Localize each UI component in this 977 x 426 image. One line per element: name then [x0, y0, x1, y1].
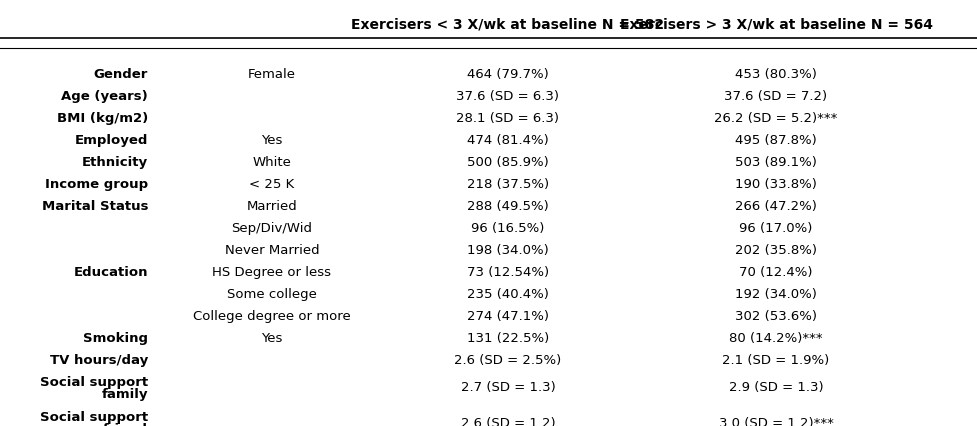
Text: family: family — [102, 388, 148, 401]
Text: 96 (16.5%): 96 (16.5%) — [471, 222, 544, 235]
Text: TV hours/day: TV hours/day — [50, 354, 148, 367]
Text: 2.6 (SD = 2.5%): 2.6 (SD = 2.5%) — [454, 354, 561, 367]
Text: Exercisers > 3 X/wk at baseline N = 564: Exercisers > 3 X/wk at baseline N = 564 — [618, 18, 931, 32]
Text: HS Degree or less: HS Degree or less — [212, 266, 331, 279]
Text: 453 (80.3%): 453 (80.3%) — [735, 68, 816, 81]
Text: Gender: Gender — [94, 68, 148, 81]
Text: 73 (12.54%): 73 (12.54%) — [466, 266, 548, 279]
Text: College degree or more: College degree or more — [192, 310, 351, 323]
Text: 2.9 (SD = 1.3): 2.9 (SD = 1.3) — [728, 382, 823, 394]
Text: White: White — [252, 156, 291, 169]
Text: 302 (53.6%): 302 (53.6%) — [735, 310, 816, 323]
Text: 288 (49.5%): 288 (49.5%) — [467, 200, 548, 213]
Text: Social support: Social support — [40, 376, 148, 389]
Text: 28.1 (SD = 6.3): 28.1 (SD = 6.3) — [456, 112, 559, 125]
Text: 2.6 (SD = 1.2): 2.6 (SD = 1.2) — [460, 417, 555, 426]
Text: 26.2 (SD = 5.2)***: 26.2 (SD = 5.2)*** — [713, 112, 837, 125]
Text: Never Married: Never Married — [225, 244, 319, 257]
Text: 192 (34.0%): 192 (34.0%) — [735, 288, 816, 301]
Text: 96 (17.0%): 96 (17.0%) — [739, 222, 812, 235]
Text: 70 (12.4%): 70 (12.4%) — [739, 266, 812, 279]
Text: Ethnicity: Ethnicity — [82, 156, 148, 169]
Text: 235 (40.4%): 235 (40.4%) — [467, 288, 548, 301]
Text: 503 (89.1%): 503 (89.1%) — [735, 156, 816, 169]
Text: 218 (37.5%): 218 (37.5%) — [466, 178, 548, 191]
Text: Female: Female — [248, 68, 296, 81]
Text: Married: Married — [246, 200, 297, 213]
Text: friend: friend — [103, 423, 148, 426]
Text: Smoking: Smoking — [83, 332, 148, 345]
Text: 2.1 (SD = 1.9%): 2.1 (SD = 1.9%) — [722, 354, 828, 367]
Text: 464 (79.7%): 464 (79.7%) — [467, 68, 548, 81]
Text: 3.0 (SD = 1.2)***: 3.0 (SD = 1.2)*** — [718, 417, 832, 426]
Text: Marital Status: Marital Status — [41, 200, 148, 213]
Text: Income group: Income group — [45, 178, 148, 191]
Text: 266 (47.2%): 266 (47.2%) — [735, 200, 816, 213]
Text: 190 (33.8%): 190 (33.8%) — [735, 178, 816, 191]
Text: 2.7 (SD = 1.3): 2.7 (SD = 1.3) — [460, 382, 555, 394]
Text: 202 (35.8%): 202 (35.8%) — [735, 244, 816, 257]
Text: Exercisers < 3 X/wk at baseline N = 582: Exercisers < 3 X/wk at baseline N = 582 — [351, 18, 664, 32]
Text: 37.6 (SD = 7.2): 37.6 (SD = 7.2) — [724, 90, 827, 103]
Text: 80 (14.2%)***: 80 (14.2%)*** — [729, 332, 822, 345]
Text: BMI (kg/m2): BMI (kg/m2) — [57, 112, 148, 125]
Text: Employed: Employed — [74, 134, 148, 147]
Text: Education: Education — [73, 266, 148, 279]
Text: Age (years): Age (years) — [62, 90, 148, 103]
Text: 474 (81.4%): 474 (81.4%) — [467, 134, 548, 147]
Text: 500 (85.9%): 500 (85.9%) — [467, 156, 548, 169]
Text: Sep/Div/Wid: Sep/Div/Wid — [232, 222, 313, 235]
Text: 131 (22.5%): 131 (22.5%) — [466, 332, 548, 345]
Text: 274 (47.1%): 274 (47.1%) — [467, 310, 548, 323]
Text: < 25 K: < 25 K — [249, 178, 294, 191]
Text: Yes: Yes — [261, 134, 282, 147]
Text: Social support: Social support — [40, 411, 148, 424]
Text: 495 (87.8%): 495 (87.8%) — [735, 134, 816, 147]
Text: 198 (34.0%): 198 (34.0%) — [467, 244, 548, 257]
Text: 37.6 (SD = 6.3): 37.6 (SD = 6.3) — [456, 90, 559, 103]
Text: Yes: Yes — [261, 332, 282, 345]
Text: Some college: Some college — [227, 288, 317, 301]
